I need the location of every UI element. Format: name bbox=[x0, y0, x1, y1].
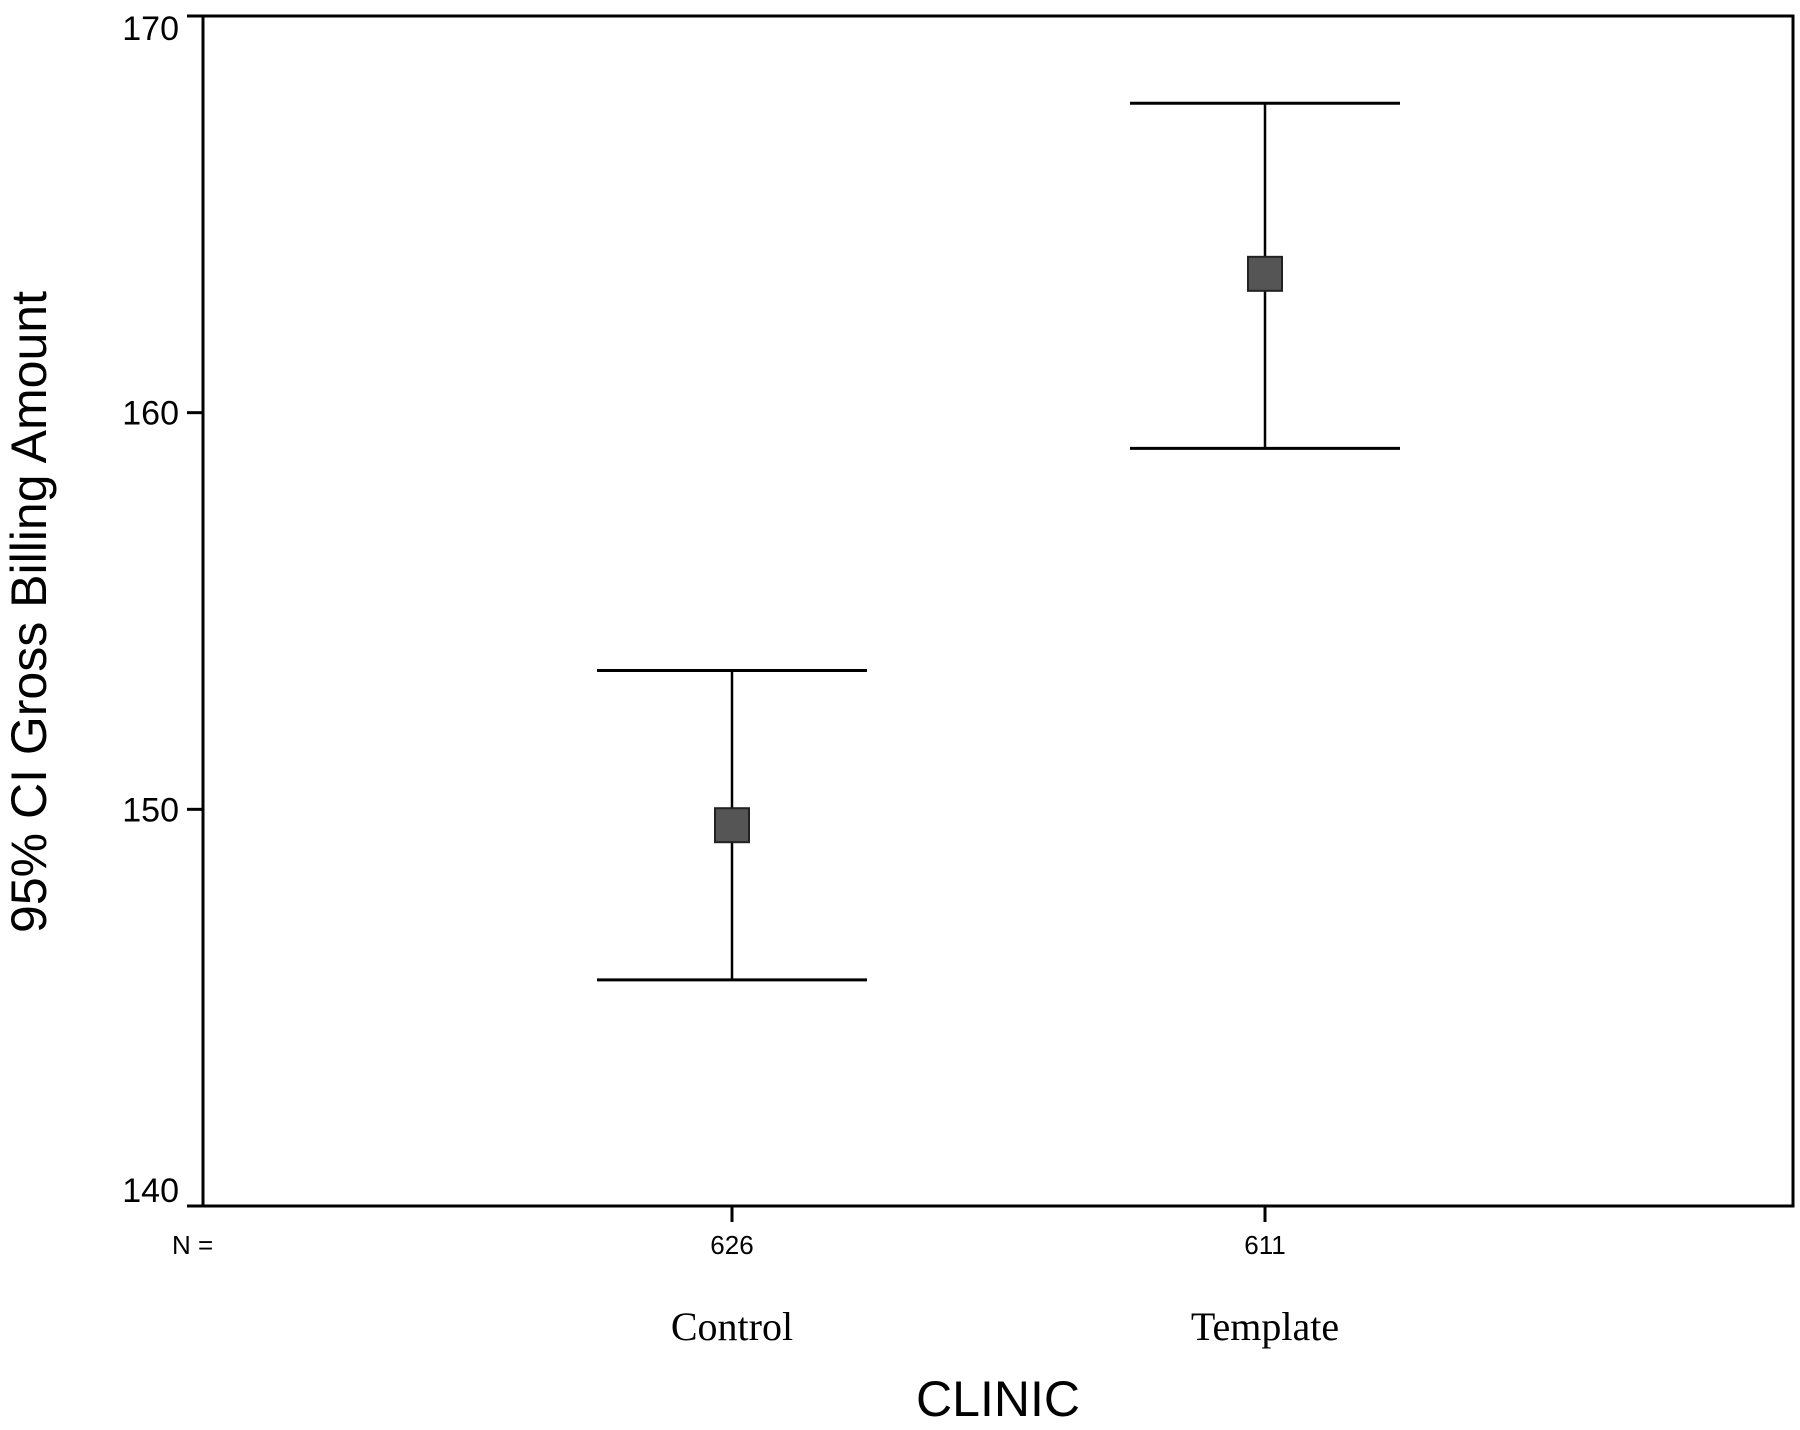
axes-group bbox=[187, 14, 1795, 1222]
mean-marker-template bbox=[1247, 255, 1283, 292]
y-tick-label: 170 bbox=[122, 10, 179, 48]
plot-frame bbox=[201, 14, 1795, 1208]
n-value-template: 611 bbox=[1244, 1230, 1285, 1260]
marks-group bbox=[597, 101, 1400, 982]
y-tick-label: 150 bbox=[122, 791, 179, 829]
y-axis-title: 95% CI Gross Billing Amount bbox=[1, 291, 57, 933]
category-label-template: Template bbox=[1191, 1304, 1339, 1349]
n-label: N = bbox=[172, 1230, 213, 1260]
category-label-control: Control bbox=[671, 1304, 793, 1349]
n-value-control: 626 bbox=[710, 1230, 753, 1260]
y-tick-label: 140 bbox=[122, 1172, 179, 1210]
x-axis-title: CLINIC bbox=[916, 1371, 1080, 1427]
labels-group: 140 150 160 170 N = 626 Control 611 Template CLIN… bbox=[1, 10, 1339, 1427]
y-tick-label: 160 bbox=[122, 395, 179, 433]
mean-marker-control bbox=[714, 807, 750, 844]
